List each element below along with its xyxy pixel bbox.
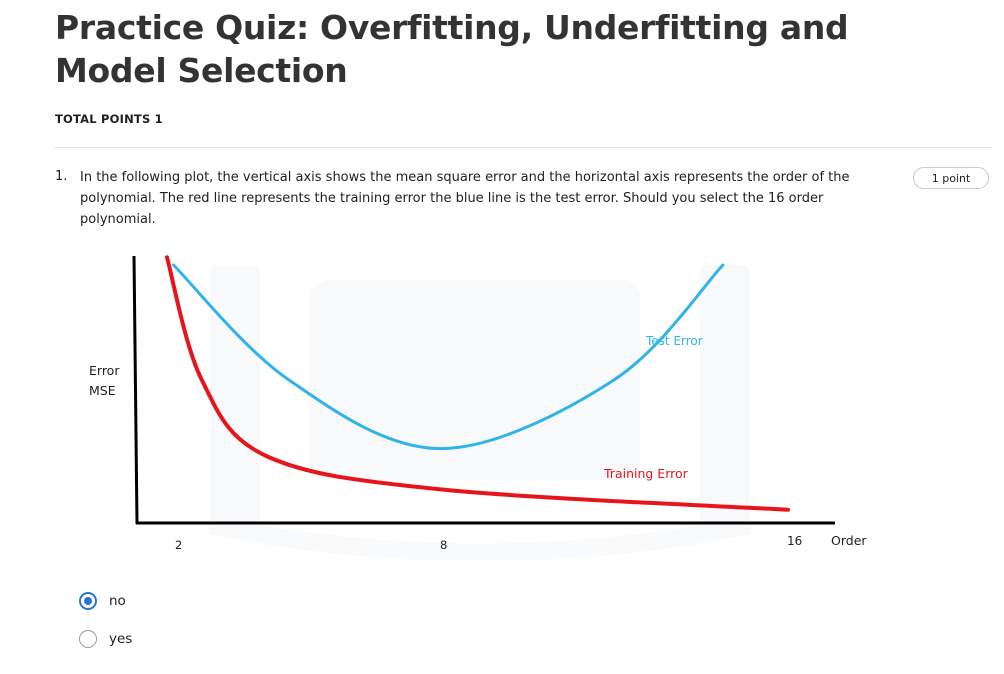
question-number: 1. <box>55 169 68 184</box>
radio-yes[interactable] <box>79 630 97 648</box>
watermark-logo <box>208 265 752 560</box>
test-error-line <box>171 263 725 451</box>
option-yes[interactable]: yes <box>79 630 132 648</box>
training-error-label: Training Error <box>603 466 689 481</box>
x-axis-label: Order <box>831 533 867 548</box>
option-yes-label: yes <box>109 631 133 647</box>
question-figure: Error MSE 2 8 16 Order Test Error Traini… <box>60 240 880 560</box>
divider <box>55 147 992 148</box>
points-badge: 1 point <box>913 167 989 189</box>
error-chart: Error MSE 2 8 16 Order Test Error Traini… <box>89 255 867 560</box>
total-points: TOTAL POINTS 1 <box>55 112 163 126</box>
quiz-title: Practice Quiz: Overfitting, Underfitting… <box>55 8 849 90</box>
option-no[interactable]: no <box>79 592 126 610</box>
y-axis <box>132 255 139 525</box>
y-axis-label-mse: MSE <box>89 383 116 398</box>
training-error-line <box>164 255 790 512</box>
x-tick-2: 2 <box>175 538 182 552</box>
x-tick-8: 8 <box>440 538 447 552</box>
radio-no[interactable] <box>79 592 97 610</box>
x-tick-16: 16 <box>787 534 802 548</box>
y-axis-label-error: Error <box>89 363 120 378</box>
option-no-label: no <box>109 593 126 609</box>
test-error-label: Test Error <box>645 334 703 348</box>
question-text: In the following plot, the vertical axis… <box>80 170 850 227</box>
